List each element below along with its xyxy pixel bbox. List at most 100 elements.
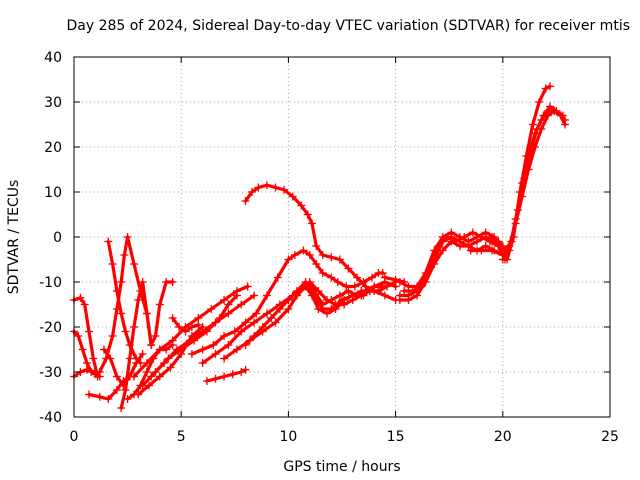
- data-point: [207, 305, 216, 313]
- x-tick-labels: 0 5 10 15 20 25: [70, 429, 619, 445]
- y-tick-label: 40: [44, 50, 62, 66]
- series-s12: [130, 282, 252, 381]
- data-point: [273, 273, 282, 282]
- data-point: [220, 332, 229, 340]
- data-point: [307, 291, 316, 300]
- data-point: [365, 287, 374, 295]
- data-point: [220, 354, 229, 363]
- data-point: [543, 111, 552, 120]
- data-point: [391, 275, 400, 284]
- data-point: [254, 183, 263, 192]
- series-s1: [70, 293, 102, 381]
- data-point: [340, 300, 349, 309]
- data-point: [262, 291, 271, 300]
- y-tick-label: 20: [44, 140, 62, 156]
- data-point: [434, 242, 443, 250]
- y-tick-label: 30: [44, 95, 62, 111]
- data-point: [331, 300, 340, 309]
- data-point: [466, 246, 475, 255]
- data-point: [361, 282, 370, 291]
- data-point: [142, 368, 151, 376]
- data-point: [198, 359, 207, 367]
- chart-title: Day 285 of 2024, Sidereal Day-to-day VTE…: [66, 18, 630, 34]
- data-point: [280, 185, 289, 194]
- data-point: [100, 345, 109, 354]
- data-point: [125, 354, 134, 363]
- y-tick-labels: -40 -30 -20 -10 0 10 20 30 40: [39, 50, 62, 426]
- data-point: [505, 242, 514, 250]
- data-point: [132, 359, 141, 367]
- data-point: [550, 107, 559, 115]
- data-point: [76, 293, 85, 302]
- data-point: [305, 278, 314, 286]
- data-point: [318, 269, 327, 277]
- data-point: [290, 251, 299, 259]
- data-point: [120, 251, 129, 259]
- data-point: [168, 314, 177, 322]
- data-point: [220, 296, 229, 304]
- data-point: [138, 350, 147, 358]
- data-point: [488, 233, 497, 241]
- y-axis-label: SDTVAR / TECUs: [6, 180, 22, 295]
- data-point: [368, 273, 377, 282]
- data-point: [130, 323, 139, 331]
- series-s23: [395, 228, 507, 291]
- data-point: [511, 219, 520, 228]
- data-point: [451, 237, 460, 246]
- data-point: [348, 296, 357, 304]
- data-point: [147, 341, 156, 349]
- data-point: [262, 309, 271, 318]
- data-point: [275, 305, 284, 313]
- data-point: [477, 246, 486, 255]
- data-point: [241, 318, 250, 327]
- data-point: [258, 323, 267, 331]
- data-point: [247, 188, 256, 196]
- data-point: [335, 291, 344, 300]
- data-point: [250, 318, 259, 327]
- data-point: [104, 395, 113, 403]
- x-tick-label: 15: [387, 429, 405, 445]
- data-point: [172, 345, 181, 354]
- data-point: [342, 282, 351, 291]
- series-layer: [70, 82, 569, 412]
- data-point: [237, 327, 246, 336]
- grid: [74, 57, 610, 417]
- data-point: [481, 242, 490, 250]
- data-point: [112, 386, 121, 394]
- data-point: [518, 192, 527, 201]
- data-point: [541, 84, 550, 93]
- data-point: [344, 287, 353, 295]
- data-point: [147, 372, 156, 381]
- series-line: [132, 284, 250, 379]
- data-point: [211, 374, 220, 383]
- data-point: [241, 341, 250, 349]
- data-point: [117, 404, 126, 412]
- data-point: [537, 125, 546, 133]
- data-point: [443, 233, 452, 241]
- data-point: [142, 359, 151, 367]
- data-point: [312, 242, 321, 250]
- data-point: [185, 336, 194, 345]
- series-s9: [100, 345, 147, 390]
- data-point: [307, 219, 316, 228]
- data-point: [556, 111, 565, 120]
- data-point: [524, 165, 533, 174]
- data-point: [232, 345, 241, 354]
- data-point: [82, 365, 91, 374]
- data-point: [209, 341, 218, 349]
- data-point: [425, 264, 434, 273]
- data-point: [335, 255, 344, 264]
- data-point: [112, 305, 121, 313]
- data-point: [344, 264, 353, 273]
- data-point: [78, 345, 87, 354]
- data-point: [477, 233, 486, 241]
- data-point: [138, 381, 147, 390]
- data-point: [211, 318, 220, 327]
- data-point: [438, 246, 447, 255]
- data-point: [89, 354, 98, 363]
- data-point: [228, 370, 237, 379]
- data-point: [333, 278, 342, 286]
- data-point: [117, 309, 126, 318]
- data-point: [413, 291, 422, 300]
- x-tick-label: 25: [601, 429, 619, 445]
